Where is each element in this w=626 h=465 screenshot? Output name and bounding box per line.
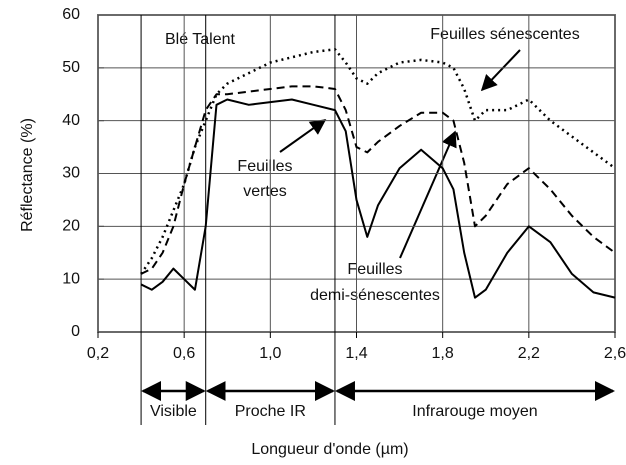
y-tick-label: 0	[71, 323, 80, 340]
x-tick-label: 1,0	[259, 345, 281, 362]
annotation: Feuilles sénescentes	[430, 26, 579, 43]
annotation: Blé Talent	[165, 31, 236, 48]
annotation: Feuilles	[347, 261, 402, 278]
series-line	[140, 98, 616, 299]
x-tick-label: 1,8	[432, 345, 454, 362]
y-tick-label: 10	[62, 270, 80, 287]
y-tick-label: 50	[62, 59, 80, 76]
x-tick-label: 0,2	[87, 345, 109, 362]
annotation-arrow	[399, 130, 457, 259]
series-line	[140, 85, 616, 275]
y-tick-label: 40	[62, 112, 80, 129]
y-tick-label: 30	[62, 165, 80, 182]
x-tick-label: 2,6	[604, 345, 626, 362]
x-axis-label: Longueur d'onde (µm)	[251, 441, 408, 458]
x-tick-label: 1,4	[345, 345, 367, 362]
annotation-arrow	[279, 119, 327, 153]
annotation: vertes	[243, 183, 287, 200]
x-tick-label: 0,6	[173, 345, 195, 362]
region-label: Infrarouge moyen	[412, 403, 537, 420]
y-tick-label: 20	[62, 218, 80, 235]
series-line	[140, 48, 616, 275]
annotation: Feuilles	[237, 158, 292, 175]
annotation-arrow	[480, 49, 521, 92]
annotation: demi-sénescentes	[310, 287, 440, 304]
x-tick-label: 2,2	[518, 345, 540, 362]
y-tick-label: 60	[62, 6, 80, 23]
region-label: Visible	[150, 403, 197, 420]
y-axis-label: Réflectance (%)	[19, 118, 36, 232]
region-label: Proche IR	[235, 403, 306, 420]
